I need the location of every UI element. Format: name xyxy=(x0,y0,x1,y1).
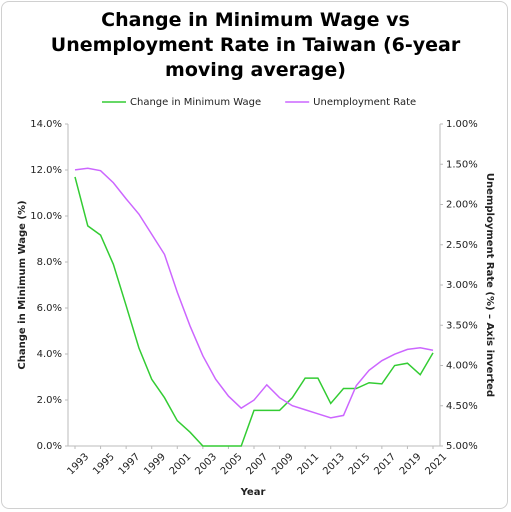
legend-label: Unemployment Rate xyxy=(313,97,416,108)
x-tick-label: 1993 xyxy=(65,451,91,477)
series-line xyxy=(74,167,434,419)
x-tick-label: 2007 xyxy=(244,451,270,477)
series-line xyxy=(74,176,434,447)
x-tick-label: 2003 xyxy=(193,451,219,477)
x-tick-label: 2013 xyxy=(321,451,347,477)
y2-tick-label: 2.50% xyxy=(446,240,478,251)
y2-tick-label: 1.00% xyxy=(446,119,478,130)
x-axis-title: Year xyxy=(240,487,266,498)
legend-label: Change in Minimum Wage xyxy=(130,97,261,108)
x-tick-label: 2011 xyxy=(296,451,322,477)
y2-tick-label: 3.50% xyxy=(446,320,478,331)
x-tick-label: 2009 xyxy=(270,451,296,477)
y-tick-label: 14.0% xyxy=(30,119,62,130)
y-tick-label: 10.0% xyxy=(30,211,62,222)
x-tick-label: 1995 xyxy=(91,451,117,477)
y2-axis-title: Unemployment Rate (%) – Axis inverted xyxy=(484,173,495,397)
y2-tick-label: 5.00% xyxy=(446,441,478,452)
x-tick-label: 1997 xyxy=(117,451,143,477)
y2-tick-label: 4.50% xyxy=(446,401,478,412)
y-tick-label: 4.0% xyxy=(37,349,62,360)
chart-title: Change in Minimum Wage vs Unemployment R… xyxy=(50,9,461,81)
y2-tick-label: 3.00% xyxy=(446,280,478,291)
x-tick-label: 2017 xyxy=(372,451,398,477)
x-tick-label: 2019 xyxy=(398,451,424,477)
y-tick-label: 12.0% xyxy=(30,165,62,176)
y-tick-label: 8.0% xyxy=(37,257,62,268)
y2-tick-label: 2.00% xyxy=(446,200,478,211)
x-tick-label: 2001 xyxy=(168,451,194,477)
y2-tick-label: 4.00% xyxy=(446,361,478,372)
y-tick-label: 2.0% xyxy=(37,395,62,406)
y-tick-label: 6.0% xyxy=(37,303,62,314)
x-tick-label: 2021 xyxy=(423,451,449,477)
y2-tick-label: 1.50% xyxy=(446,159,478,170)
y-axis-title: Change in Minimum Wage (%) xyxy=(17,200,28,369)
x-tick-label: 2005 xyxy=(219,451,245,477)
x-tick-label: 1999 xyxy=(142,451,168,477)
y-tick-label: 0.0% xyxy=(37,441,62,452)
x-tick-label: 2015 xyxy=(347,451,373,477)
